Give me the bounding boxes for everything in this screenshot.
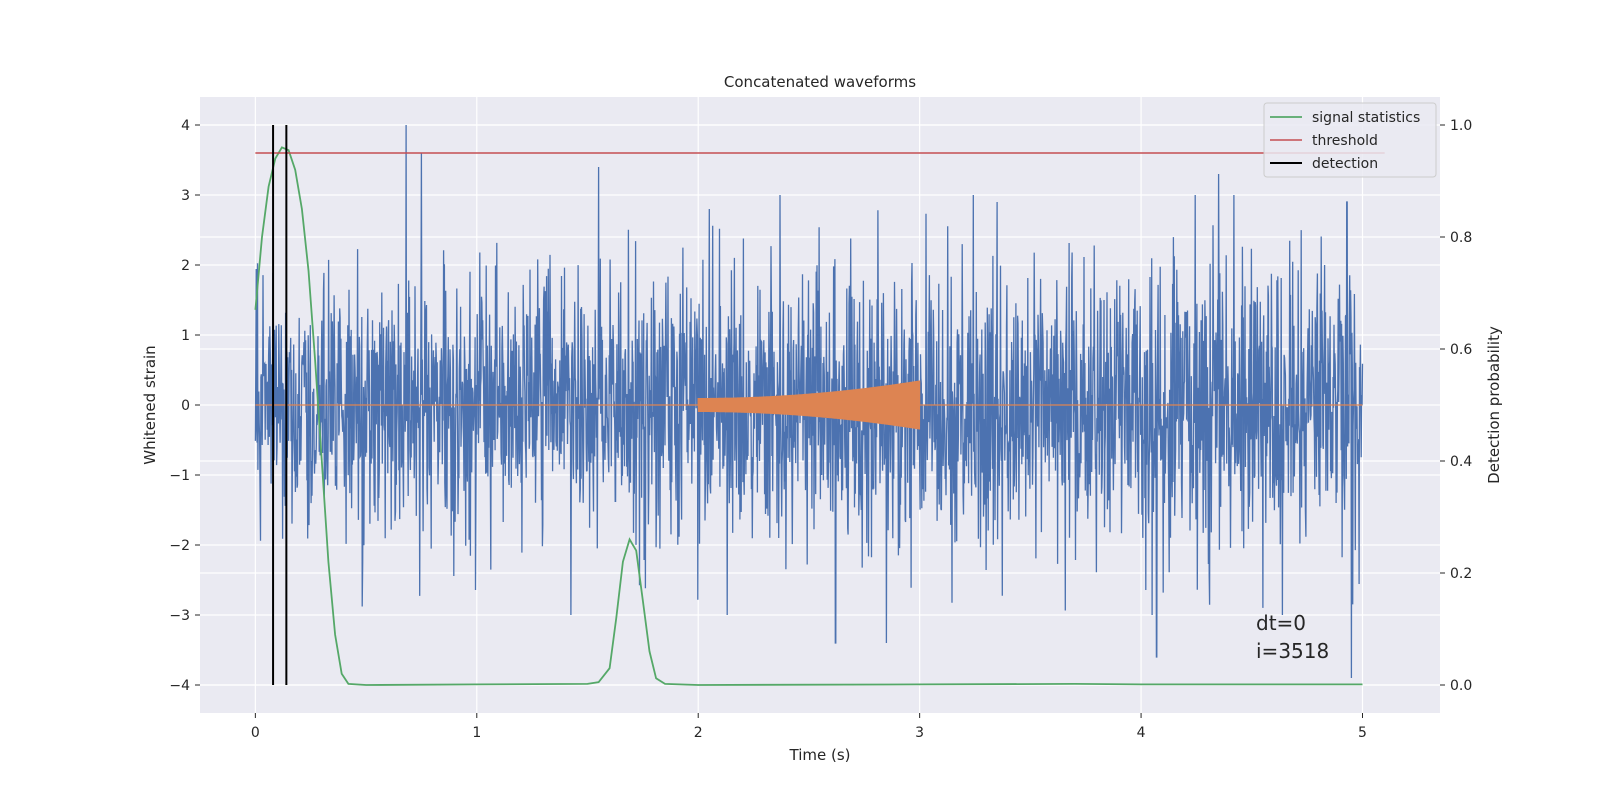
y2-tick-label: 0.0 — [1450, 678, 1472, 694]
legend-label-detection: detection — [1312, 156, 1378, 172]
y2-axis-label: Detection probability — [1485, 326, 1503, 484]
y2-tick-label: 1.0 — [1450, 118, 1472, 134]
y-tick-label: 0 — [181, 398, 190, 414]
tick-labels: 0 1 2 3 4 5 −4 −3 −2 −1 0 1 2 3 4 0.0 0.2 0.4 0.6 0.8 1.0 — [169, 118, 1472, 741]
y-tick-label: 4 — [181, 118, 190, 134]
annotation-block: dt=0 i=3518 — [1256, 611, 1329, 663]
y-tick-label: −1 — [169, 468, 190, 484]
injection-series-line — [255, 380, 1363, 430]
x-tick-label: 5 — [1358, 725, 1367, 741]
legend-box — [1263, 102, 1437, 178]
y2-tick-label: 0.8 — [1450, 230, 1472, 246]
chart-title: Concatenated waveforms — [724, 73, 916, 91]
annotation-dt: dt=0 — [1256, 611, 1306, 635]
annotation-index: i=3518 — [1256, 639, 1329, 663]
x-tick-label: 2 — [694, 725, 703, 741]
legend-label-signal: signal statistics — [1312, 110, 1420, 126]
y-tick-label: −4 — [169, 678, 190, 694]
y-tick-label: 2 — [181, 258, 190, 274]
y-tick-label: 1 — [181, 328, 190, 344]
legend-label-threshold: threshold — [1312, 133, 1378, 149]
y-tick-label: 3 — [181, 188, 190, 204]
x-tick-label: 4 — [1137, 725, 1146, 741]
y2-tick-label: 0.6 — [1450, 342, 1472, 358]
x-tick-label: 1 — [472, 725, 481, 741]
y2-tick-label: 0.2 — [1450, 566, 1472, 582]
strain-series-line — [254, 124, 1364, 679]
x-tick-label: 3 — [915, 725, 924, 741]
y2-tick-label: 0.4 — [1450, 454, 1472, 470]
signal-statistics-line — [254, 146, 1363, 686]
legend: signal statistics threshold detection — [1263, 102, 1437, 178]
y-tick-label: −2 — [169, 538, 190, 554]
y-axis-label: Whitened strain — [141, 345, 159, 464]
x-tick-label: 0 — [251, 725, 260, 741]
x-axis-label: Time (s) — [789, 746, 851, 764]
y-tick-label: −3 — [169, 608, 190, 624]
data-layer — [254, 124, 1385, 686]
